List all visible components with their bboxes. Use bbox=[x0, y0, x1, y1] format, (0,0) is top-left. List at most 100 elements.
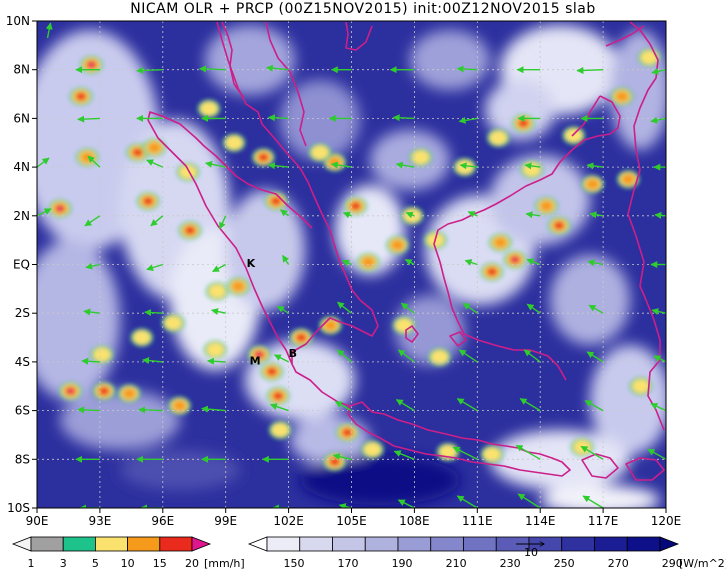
place-label: M bbox=[250, 354, 261, 367]
wind-vector bbox=[526, 303, 541, 314]
precip-cell bbox=[260, 362, 284, 381]
lon-tick-label: 102E bbox=[273, 514, 304, 528]
wind-vector bbox=[586, 351, 604, 363]
precip-cell bbox=[489, 233, 512, 252]
coastline-belitung bbox=[449, 331, 467, 347]
precip-cell bbox=[69, 87, 93, 106]
precip-cell bbox=[361, 440, 384, 459]
wind-vector bbox=[576, 66, 604, 74]
colorbar-segment bbox=[299, 536, 333, 552]
precip-cell bbox=[503, 250, 527, 269]
precip-cell bbox=[581, 175, 604, 194]
precip-cell bbox=[480, 445, 504, 464]
wind-vector bbox=[334, 400, 352, 412]
wind-vector bbox=[462, 302, 478, 314]
colorbar-tick-label: 20 bbox=[185, 557, 199, 570]
colorbar-tick-label: 3 bbox=[60, 557, 67, 570]
precip-cell bbox=[562, 126, 585, 145]
precip-cell bbox=[118, 384, 141, 403]
wind-vector bbox=[136, 66, 163, 74]
wind-vector bbox=[464, 259, 478, 266]
coastline-sulawesi-north bbox=[605, 25, 645, 47]
wind-vector bbox=[269, 403, 289, 412]
olr-colorbar: 150 170 190 210 230 250 270 290 bbox=[247, 536, 683, 570]
wind-vector bbox=[87, 155, 101, 168]
coastline-sumatra-malaysia bbox=[216, 21, 379, 407]
wind-vector bbox=[273, 354, 289, 363]
wind-vector bbox=[467, 211, 478, 218]
colorbar-segment bbox=[364, 536, 399, 552]
wind-vector bbox=[395, 399, 415, 412]
wind-vector bbox=[587, 259, 604, 267]
coastline-java bbox=[347, 401, 571, 477]
colorbar-segment bbox=[594, 536, 628, 552]
wind-vector bbox=[282, 254, 290, 265]
coastline-bali-lombok bbox=[581, 453, 619, 479]
wind-vector bbox=[393, 450, 415, 460]
precip-cell bbox=[92, 382, 116, 401]
wind-vector bbox=[77, 115, 100, 123]
wind-vector bbox=[456, 397, 478, 412]
place-label: B bbox=[289, 347, 297, 360]
precip-cell bbox=[535, 197, 558, 216]
wind-vector bbox=[654, 211, 666, 219]
lon-tick-label: 111E bbox=[462, 514, 493, 528]
wind-vector bbox=[341, 259, 352, 267]
precip-cell bbox=[480, 262, 504, 281]
wind-vector bbox=[81, 357, 100, 365]
wind-vector bbox=[342, 211, 352, 219]
precip-cell bbox=[178, 221, 202, 240]
lon-tick-label: 114E bbox=[525, 514, 556, 528]
precip-cell bbox=[266, 386, 290, 405]
wind-vector bbox=[405, 211, 415, 219]
precip-cell bbox=[203, 340, 227, 359]
lat-tick-label: 2S bbox=[15, 306, 30, 320]
precip-cell bbox=[176, 162, 200, 181]
colorbar-segment bbox=[332, 536, 366, 552]
wind-vector bbox=[144, 309, 163, 317]
wind-vector bbox=[205, 160, 226, 168]
wind-vector bbox=[580, 445, 604, 460]
map-title: NICAM OLR + PRCP (00Z15NOV2015) init:00Z… bbox=[130, 1, 596, 17]
precip-cell bbox=[143, 138, 166, 157]
colorbar-segment bbox=[626, 536, 661, 552]
wind-vector bbox=[397, 499, 415, 508]
colorbar-segment bbox=[191, 536, 212, 552]
wind-vector bbox=[85, 262, 101, 270]
lon-tick-label: 93E bbox=[88, 514, 111, 528]
colorbar-tick-label: 5 bbox=[92, 557, 99, 570]
colorbar-tick-label: 10 bbox=[121, 557, 135, 570]
wind-vector bbox=[336, 349, 352, 363]
wind-vector bbox=[330, 161, 352, 169]
lat-tick-label: 6S bbox=[15, 404, 30, 418]
lat-tick-label: 8S bbox=[15, 452, 30, 466]
precip-cell bbox=[80, 55, 103, 74]
lat-tick-label: 10S bbox=[7, 501, 30, 515]
lat-tick-label: 2N bbox=[13, 209, 30, 223]
lon-tick-label: 120E bbox=[651, 514, 682, 528]
lat-tick-label: 4S bbox=[15, 355, 30, 369]
wind-vector bbox=[459, 162, 478, 170]
lat-tick-label: EQ bbox=[13, 258, 30, 272]
wind-vector bbox=[201, 405, 226, 413]
wind-vector bbox=[586, 162, 604, 170]
wind-vector bbox=[584, 399, 604, 412]
coastline-bangka bbox=[405, 325, 419, 343]
colorbar-segment bbox=[127, 536, 161, 552]
wind-vector bbox=[404, 258, 415, 266]
colorbar-tick-label: 230 bbox=[500, 557, 521, 570]
colorbar-segment bbox=[659, 536, 680, 552]
wind-vectors bbox=[37, 22, 666, 508]
coastline bbox=[147, 21, 665, 481]
precip-cell bbox=[197, 99, 221, 118]
precip-cell bbox=[136, 192, 160, 211]
wind-vector bbox=[651, 308, 666, 315]
precip-cell bbox=[59, 382, 82, 401]
wind-vector bbox=[37, 208, 52, 217]
colorbar-segment bbox=[62, 536, 96, 552]
wind-vector bbox=[517, 493, 541, 508]
vector-reference-label: 10 bbox=[524, 546, 538, 559]
precip-cell bbox=[520, 160, 544, 179]
precip-cell bbox=[247, 345, 271, 364]
